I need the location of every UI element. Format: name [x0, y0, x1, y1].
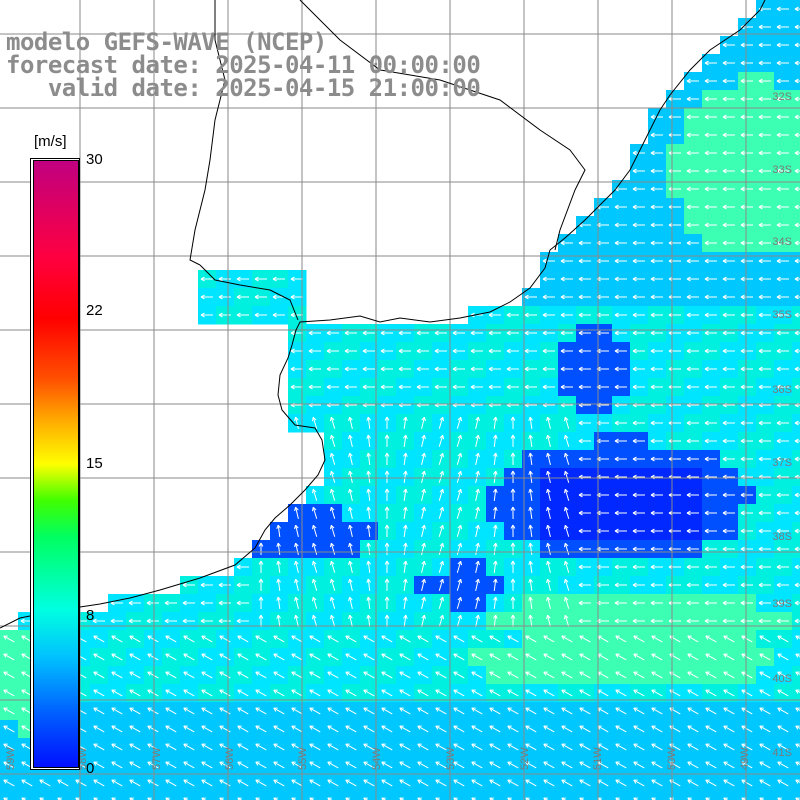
latitude-label: 32S	[772, 91, 792, 103]
colorbar-tick: 8	[86, 607, 95, 624]
colorbar-unit: [m/s]	[34, 133, 67, 150]
latitude-label: 33S	[772, 164, 792, 176]
latitude-label: 37S	[772, 457, 792, 469]
longitude-label: 57W	[151, 747, 163, 770]
model-title: modelo GEFS-WAVE (NCEP)	[6, 28, 327, 56]
wind-direction-arrows	[3, 6, 800, 800]
latitude-label: 34S	[772, 236, 792, 248]
longitude-label: 50W	[666, 747, 678, 770]
colorbar-tick: 22	[86, 302, 103, 319]
coastline	[0, 0, 766, 629]
longitude-label: 51W	[592, 747, 604, 770]
latitude-label: 36S	[772, 384, 792, 396]
longitude-label: 59W	[5, 747, 17, 770]
forecast-date: forecast date: 2025-04-11 00:00:00	[6, 51, 481, 79]
longitude-label: 54W	[371, 747, 383, 770]
longitude-label: 55W	[297, 747, 309, 770]
colorbar-tick: 15	[86, 455, 103, 472]
latitude-label: 35S	[772, 309, 792, 321]
longitude-label: 56W	[224, 747, 236, 770]
latitude-label: 38S	[772, 531, 792, 543]
colorbar-tick: 0	[86, 760, 95, 777]
colorbar-tick: 30	[86, 151, 103, 168]
latitude-label: 41S	[772, 747, 792, 759]
latitude-label: 39S	[772, 598, 792, 610]
longitude-labels: 32S 33S 34S 35S 36S 37S 38S 39S 40S 41S 59W 58W 57W 5…	[5, 91, 792, 770]
valid-date: valid date: 2025-04-15 21:00:00	[6, 74, 481, 102]
longitude-label: 53W	[445, 747, 457, 770]
colorbar	[33, 160, 79, 768]
longitude-label: 58W	[77, 747, 89, 770]
longitude-label: 49W	[739, 747, 751, 770]
longitude-label: 52W	[519, 747, 531, 770]
latitude-label: 40S	[772, 673, 792, 685]
